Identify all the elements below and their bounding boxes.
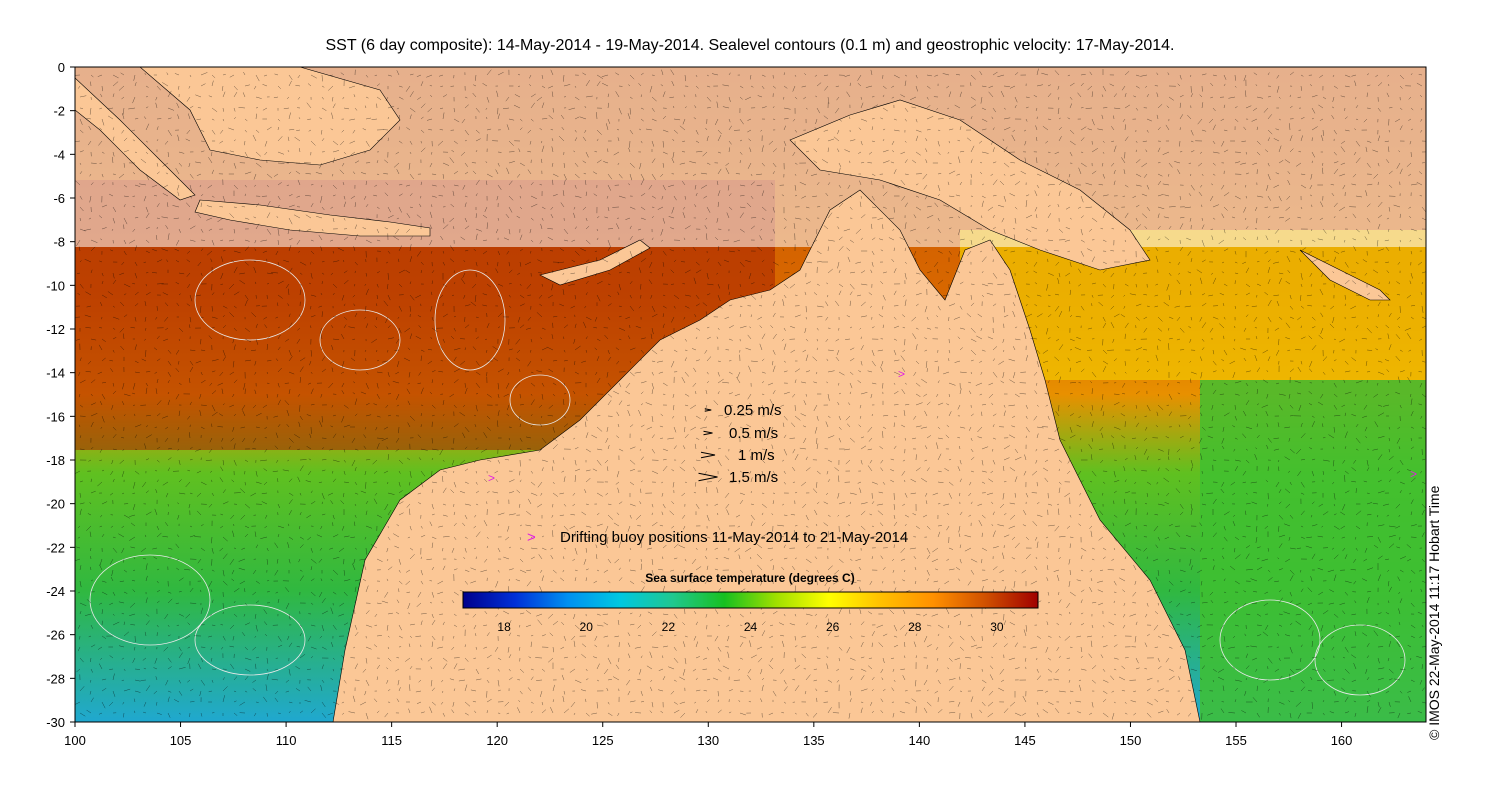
x-axis: 100 105 110 115 120 125 130 135 140 145 150 155 160 [64, 722, 1352, 748]
velocity-legend-label: 0.5 m/s [729, 425, 778, 442]
velocity-legend-label: 1.5 m/s [729, 469, 778, 486]
sealevel-contours [89, 259, 1406, 696]
x-tick-label: 115 [381, 733, 402, 748]
australia-landmass [332, 189, 1201, 722]
y-tick-label: -26 [46, 628, 65, 643]
colorbar-tick-label: 22 [662, 620, 676, 634]
x-tick-label: 155 [1225, 733, 1247, 748]
y-tick-label: -16 [46, 409, 65, 424]
y-tick-label: -12 [46, 322, 65, 337]
buoy-markers: > > > [488, 367, 1417, 485]
colorbar-scale [462, 591, 1039, 609]
velocity-legend-arrow [704, 408, 712, 412]
buoy-marker: > [898, 367, 905, 381]
velocity-legend: 0.25 m/s 0.5 m/s 1 m/s 1.5 m/s [698, 402, 782, 486]
map-title: SST (6 day composite): 14-May-2014 - 19-… [325, 37, 1175, 54]
y-tick-label: -10 [46, 278, 65, 293]
velocity-legend-arrow [698, 472, 718, 482]
buoy-legend: > Drifting buoy positions 11-May-2014 to… [527, 529, 908, 546]
x-tick-label: 130 [697, 733, 719, 748]
copyright-credit: © IMOS 22-May-2014 11:17 Hobart Time [1426, 485, 1442, 740]
colorbar: Sea surface temperature (degrees C) 18 20… [462, 571, 1039, 634]
x-tick-label: 125 [592, 733, 614, 748]
y-tick-label: -24 [46, 584, 65, 599]
colorbar-ticks: 18 20 22 24 26 28 30 [497, 620, 1004, 634]
buoy-marker: > [1410, 467, 1417, 481]
y-tick-label: -8 [53, 235, 65, 250]
x-tick-label: 160 [1331, 733, 1353, 748]
y-tick-label: -18 [46, 453, 65, 468]
velocity-legend-label: 0.25 m/s [724, 402, 782, 419]
x-tick-label: 140 [909, 733, 931, 748]
colorbar-tick-label: 20 [580, 620, 594, 634]
buoy-marker: > [488, 471, 495, 485]
y-tick-label: 0 [58, 60, 65, 75]
y-tick-label: -30 [46, 715, 65, 730]
velocity-legend-arrow [700, 451, 716, 459]
y-tick-label: -2 [53, 104, 65, 119]
buoy-legend-symbol: > [527, 529, 536, 546]
y-tick-label: -6 [53, 191, 65, 206]
y-tick-label: -28 [46, 671, 65, 686]
x-tick-label: 145 [1014, 733, 1036, 748]
colorbar-tick-label: 18 [497, 620, 511, 634]
new-guinea-landmass [789, 99, 1151, 271]
y-tick-label: -4 [53, 147, 65, 162]
colorbar-tick-label: 28 [908, 620, 922, 634]
x-tick-label: 110 [276, 733, 297, 748]
x-tick-label: 135 [803, 733, 825, 748]
solomon-islands [1299, 249, 1391, 301]
y-tick-label: -20 [46, 497, 65, 512]
sumatra-landmass [75, 77, 196, 201]
y-tick-label: -22 [46, 540, 65, 555]
y-tick-label: -14 [46, 366, 65, 381]
plot-frame [74, 66, 1427, 723]
y-axis: 0 -2 -4 -6 -8 -10 -12 -14 -16 -18 -20 -22 -24 -26 -28 -… [46, 60, 75, 730]
x-tick-label: 150 [1120, 733, 1142, 748]
x-tick-label: 120 [486, 733, 508, 748]
x-tick-label: 100 [64, 733, 86, 748]
colorbar-title: Sea surface temperature (degrees C) [645, 571, 854, 585]
borneo-landmass [139, 67, 401, 166]
velocity-legend-label: 1 m/s [738, 447, 775, 464]
colorbar-tick-label: 30 [990, 620, 1004, 634]
colorbar-tick-label: 26 [826, 620, 840, 634]
java-landmass [194, 199, 431, 237]
x-tick-label: 105 [170, 733, 192, 748]
sst-map-area: > > > [75, 67, 1426, 722]
colorbar-tick-label: 24 [744, 620, 758, 634]
velocity-legend-arrow [703, 430, 713, 436]
buoy-legend-label: Drifting buoy positions 11-May-2014 to 2… [560, 529, 908, 546]
velocity-arrow-field [75, 68, 1426, 720]
timor-landmass [539, 239, 651, 286]
sst-east-south [1200, 380, 1426, 722]
